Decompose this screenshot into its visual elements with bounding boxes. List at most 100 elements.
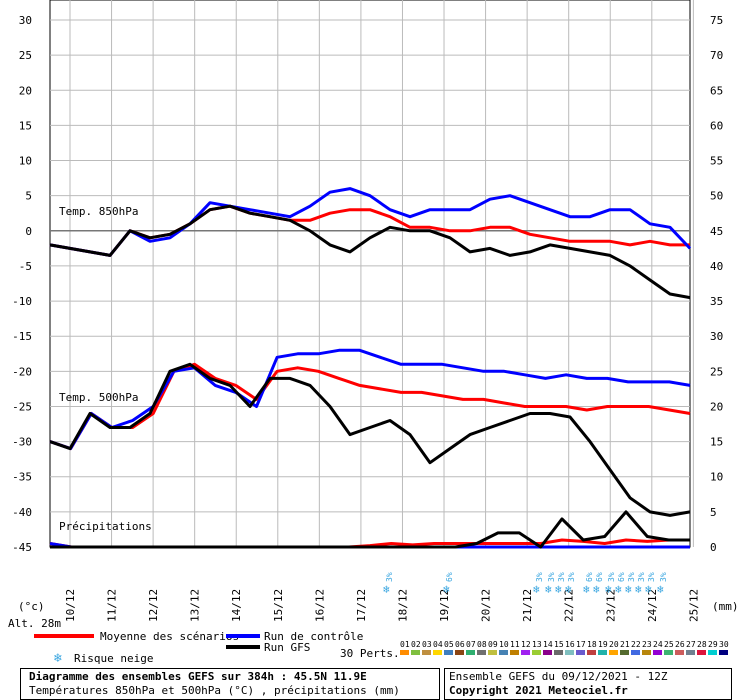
pert-number: 19 — [598, 640, 608, 649]
pert-legend-item: 21 — [620, 640, 631, 655]
plot-area — [49, 0, 691, 548]
pert-legend-item: 04 — [433, 640, 444, 655]
pert-color-swatch — [697, 650, 706, 655]
pert-color-swatch — [455, 650, 464, 655]
pert-number: 24 — [653, 640, 663, 649]
pert-legend-item: 27 — [686, 640, 697, 655]
pert-color-swatch — [653, 650, 662, 655]
date-tick-label: 12/12 — [147, 589, 160, 622]
pert-number: 29 — [708, 640, 718, 649]
date-tick-label: 25/12 — [687, 589, 700, 622]
pert-legend-item: 16 — [565, 640, 576, 655]
pert-number: 02 — [411, 640, 421, 649]
footer-subtitle: Températures 850hPa et 500hPa (°C) , pré… — [29, 684, 400, 697]
pert-legend-item: 05 — [444, 640, 455, 655]
snow-risk-label: 6% — [445, 572, 454, 582]
snow-risk-icon: ❄ — [555, 583, 562, 596]
right-tick-label: 60 — [710, 119, 723, 132]
date-tick-label: 19/12 — [438, 589, 451, 622]
left-tick-label: -15 — [12, 330, 32, 343]
pert-color-swatch — [433, 650, 442, 655]
pert-number: 04 — [433, 640, 443, 649]
pert-legend-item: 23 — [642, 640, 653, 655]
snow-risk-icon: ❄ — [533, 583, 540, 596]
series-mean-t500 — [49, 362, 691, 451]
pert-legend-item: 06 — [455, 640, 466, 655]
pert-color-swatch — [444, 650, 453, 655]
right-tick-label: 0 — [710, 541, 717, 554]
date-tick-label: 15/12 — [272, 589, 285, 622]
legend-gfs-label: Run GFS — [264, 641, 311, 654]
panel-label-t500: Temp. 500hPa — [59, 391, 139, 404]
pert-legend-item: 09 — [488, 640, 499, 655]
pert-number: 03 — [422, 640, 432, 649]
date-tick-label: 18/12 — [396, 589, 409, 622]
pert-number: 05 — [444, 640, 454, 649]
panel-label-t850: Temp. 850hPa — [59, 205, 139, 218]
altitude-label: Alt. 28m — [8, 617, 61, 630]
pert-legend-item: 25 — [664, 640, 675, 655]
series-gfs-t850 — [49, 204, 691, 300]
date-tick-label: 13/12 — [189, 589, 202, 622]
footer-title: Diagramme des ensembles GEFS sur 384h : … — [29, 670, 367, 683]
pert-number: 08 — [477, 640, 487, 649]
right-tick-label: 15 — [710, 436, 723, 449]
pert-color-swatch — [532, 650, 541, 655]
pert-number: 25 — [664, 640, 674, 649]
date-tick-label: 10/12 — [64, 589, 77, 622]
left-tick-label: 30 — [19, 14, 32, 27]
left-tick-label: -45 — [12, 541, 32, 554]
right-tick-label: 55 — [710, 155, 723, 168]
pert-number: 09 — [488, 640, 498, 649]
date-tick-label: 20/12 — [480, 589, 493, 622]
snow-risk-icon: ❄ — [645, 583, 652, 596]
left-tick-label: -10 — [12, 295, 32, 308]
pert-color-swatch — [620, 650, 629, 655]
snow-risk-icon: ❄ — [443, 583, 450, 596]
pert-legend-item: 08 — [477, 640, 488, 655]
date-tick-label: 23/12 — [604, 589, 617, 622]
left-tick-label: -25 — [12, 400, 32, 413]
pert-color-swatch — [664, 650, 673, 655]
pert-legend-item: 15 — [554, 640, 565, 655]
pert-legend-item: 26 — [675, 640, 686, 655]
pert-number: 20 — [609, 640, 619, 649]
pert-color-swatch — [719, 650, 728, 655]
right-tick-label: 70 — [710, 49, 723, 62]
pert-legend-item: 28 — [697, 640, 708, 655]
snow-risk-label: 3% — [647, 572, 656, 582]
snow-risk-label: 6% — [617, 572, 626, 582]
pert-legend-item: 01 — [400, 640, 411, 655]
pert-number: 22 — [631, 640, 641, 649]
pert-number: 11 — [510, 640, 520, 649]
pert-legend-item: 14 — [543, 640, 554, 655]
legend-mean-swatch — [34, 634, 94, 638]
snow-risk-icon: ❄ — [615, 583, 622, 596]
right-tick-label: 20 — [710, 400, 723, 413]
pert-color-swatch — [675, 650, 684, 655]
pert-legend-item: 22 — [631, 640, 642, 655]
date-tick-label: 24/12 — [646, 589, 659, 622]
snow-risk-label: 3% — [567, 572, 576, 582]
pert-color-swatch — [488, 650, 497, 655]
snow-risk-label: 3% — [659, 572, 668, 582]
snow-risk-icon: ❄ — [657, 583, 664, 596]
series-gfs-t500 — [49, 362, 691, 517]
pert-color-swatch — [521, 650, 530, 655]
pert-legend-item: 19 — [598, 640, 609, 655]
snow-risk-label: 6% — [595, 572, 604, 582]
snow-risk-icon: ❄ — [635, 583, 642, 596]
snow-risk-label: 3% — [637, 572, 646, 582]
pert-color-swatch — [554, 650, 563, 655]
right-tick-label: 50 — [710, 190, 723, 203]
pert-number: 12 — [521, 640, 531, 649]
pert-color-swatch — [400, 650, 409, 655]
pert-legend-item: 07 — [466, 640, 477, 655]
pert-legend-item: 17 — [576, 640, 587, 655]
snow-risk-label: 6% — [585, 572, 594, 582]
pert-number: 30 — [719, 640, 729, 649]
left-tick-label: -40 — [12, 506, 32, 519]
right-tick-label: 5 — [710, 506, 717, 519]
pert-color-swatch — [422, 650, 431, 655]
legend-control-swatch — [226, 634, 260, 638]
